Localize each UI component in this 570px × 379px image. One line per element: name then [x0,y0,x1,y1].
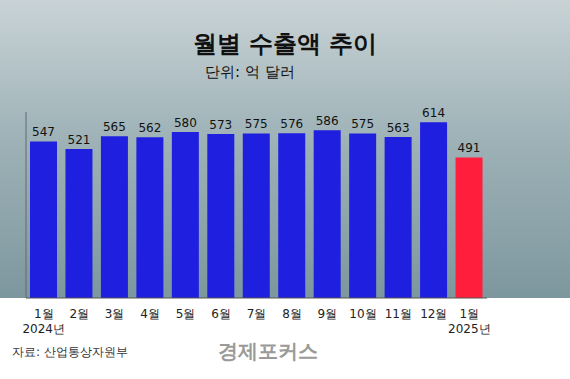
svg-text:3월: 3월 [105,307,125,321]
svg-text:563: 563 [387,121,410,135]
svg-text:576: 576 [280,117,303,131]
svg-text:12월: 12월 [420,307,447,321]
html-text:경제포커스: 경제포커스 [218,339,318,363]
svg-text:1월2025년: 1월2025년 [448,307,491,336]
svg-text:4월: 4월 [140,307,160,321]
svg-text:6월: 6월 [211,307,231,321]
svg-text:5월: 5월 [176,307,196,321]
svg-text:586: 586 [316,114,339,128]
svg-text:1월2024년: 1월2024년 [22,307,65,336]
svg-text:9월: 9월 [318,307,338,321]
svg-text:614: 614 [422,106,445,120]
svg-text:580: 580 [174,116,197,130]
svg-text:573: 573 [209,118,232,132]
svg-text:547: 547 [32,125,55,139]
svg-text:11월: 11월 [385,307,412,321]
svg-text:565: 565 [103,120,126,134]
svg-text:575: 575 [351,117,374,131]
html-text:단위: 억 달러: 단위: 억 달러 [205,63,295,81]
svg-text:521: 521 [68,133,91,147]
svg-text:8월: 8월 [282,307,302,321]
svg-text:562: 562 [138,121,161,135]
svg-text:2월: 2월 [69,307,89,321]
html-text:월별 수출액 추이: 월별 수출액 추이 [192,30,378,58]
svg-text:491: 491 [458,141,481,155]
html-text:자료: 산업통상자원부: 자료: 산업통상자원부 [12,345,128,359]
svg-text:7월: 7월 [247,307,267,321]
svg-text:10월: 10월 [349,307,376,321]
svg-text:575: 575 [245,117,268,131]
